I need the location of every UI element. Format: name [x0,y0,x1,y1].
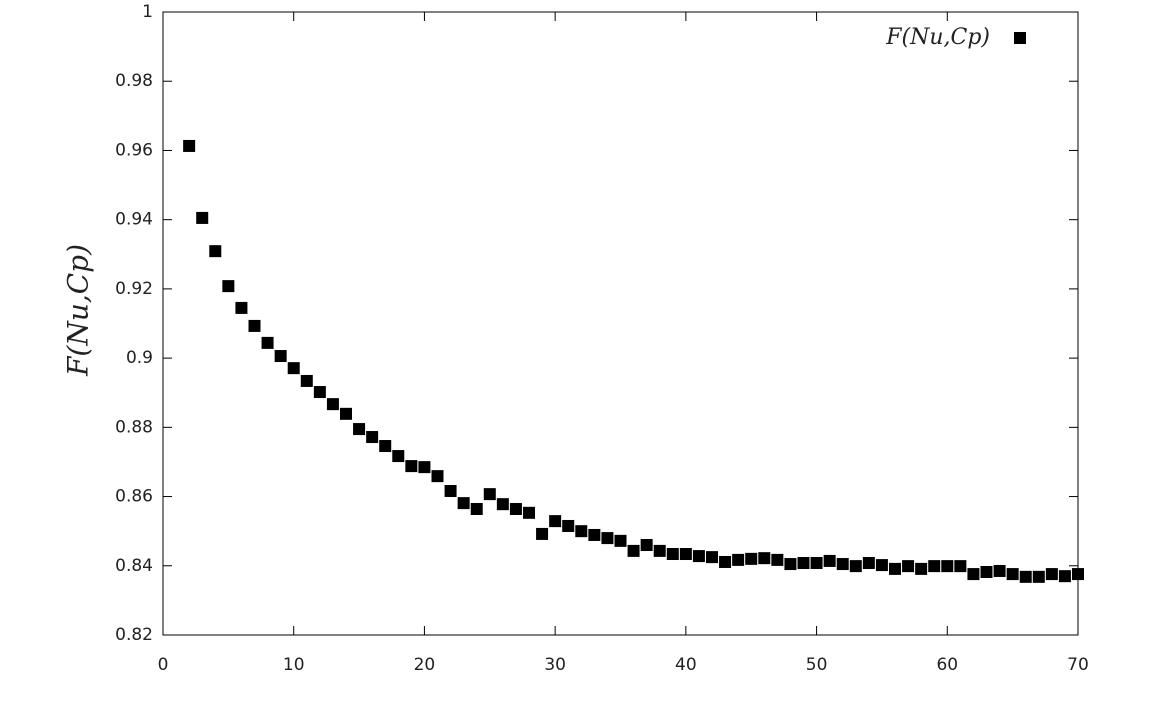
point [431,470,444,483]
y-tick-label: 0.98 [115,71,153,91]
point [261,336,274,349]
point [640,539,653,552]
point [862,557,875,570]
point [509,503,522,516]
point [719,555,732,568]
point [209,245,222,258]
point [274,350,287,363]
point [483,488,496,501]
point [1006,568,1019,581]
point [993,564,1006,577]
point [666,548,679,561]
plot-frame [162,11,1079,636]
point [470,503,483,516]
point [889,562,901,575]
point [340,407,352,420]
point [235,301,248,314]
point [954,560,967,573]
y-tick-label: 0.88 [115,417,153,437]
y-tick-label: 0.94 [115,210,153,230]
point [771,553,784,566]
point [967,568,980,581]
point [405,460,418,473]
y-tick-label: 1 [142,2,153,22]
y-tick-label: 0.9 [126,348,153,368]
point [849,560,862,573]
point [326,398,339,411]
x-tick-label: 30 [544,655,566,675]
point [941,560,954,573]
legend-label: F(Nu,Cp) [885,25,990,50]
point [692,550,705,563]
point [588,528,601,541]
point [444,485,457,498]
point [653,544,666,557]
point [196,211,209,224]
point [379,440,392,453]
point [627,544,640,557]
y-tick-label: 0.86 [115,487,153,507]
point [353,423,366,436]
point [980,566,993,579]
point [614,534,627,547]
point [418,461,431,474]
point [183,139,196,152]
point [392,450,405,463]
point [902,560,915,573]
x-tick-label: 70 [1067,655,1089,675]
x-tick-label: 60 [936,655,958,675]
point [222,280,235,293]
y-tick-label: 0.84 [115,556,153,576]
y-tick-label: 0.82 [115,625,153,645]
point [1072,568,1084,581]
point [1045,568,1058,581]
legend-marker [1014,32,1026,44]
point [457,497,470,510]
point [810,557,823,570]
point [575,525,588,538]
point [928,560,941,573]
point [823,554,836,567]
x-tick-label: 50 [806,655,828,675]
y-axis-label: F(Nu,Cp) [62,244,95,377]
point [797,557,810,570]
point [549,515,562,528]
point [732,553,745,566]
point [745,552,758,565]
point [679,548,692,561]
point [523,506,535,519]
point [875,559,888,572]
point [784,558,797,571]
x-tick-label: 10 [283,655,305,675]
point [758,552,771,565]
point [915,562,928,575]
point [601,532,614,545]
x-tick-label: 40 [675,655,697,675]
point [536,527,549,540]
point [1019,570,1032,583]
y-tick-label: 0.92 [115,279,153,299]
point [300,374,313,387]
point [366,431,379,444]
point [562,519,575,532]
x-tick-label: 0 [158,655,169,675]
point [287,362,300,375]
point [836,558,849,571]
point [496,498,509,511]
point [1058,570,1071,583]
point [313,386,326,399]
point [706,551,718,564]
point [1032,570,1045,583]
x-tick-label: 20 [414,655,436,675]
point [248,319,261,332]
y-tick-label: 0.96 [115,140,153,160]
